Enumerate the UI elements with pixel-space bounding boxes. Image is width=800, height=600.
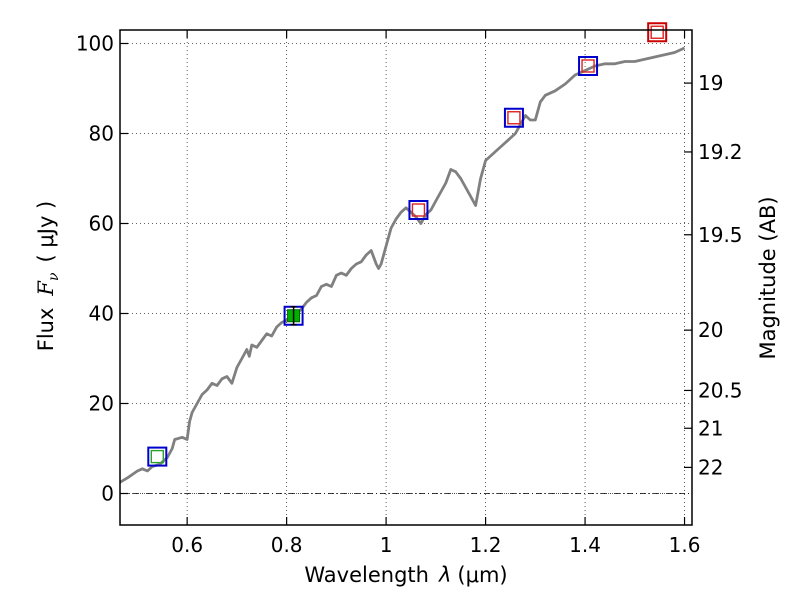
y-tick-label: 100 (76, 32, 114, 56)
photometry-box (408, 200, 429, 220)
photometry-point (647, 22, 668, 43)
photometry-box (578, 56, 599, 76)
x-tick-label: 1.2 (470, 533, 502, 557)
photometry-box (503, 107, 524, 128)
y-tick-label: 0 (101, 482, 114, 506)
y2-axis-title: Magnitude (AB) (756, 196, 780, 359)
x-tick-label: 1.6 (669, 533, 701, 557)
x-tick-label: 1 (380, 533, 393, 557)
model-flux-marker (411, 203, 426, 217)
model-flux-marker (650, 25, 664, 39)
x-axis-title: Wavelength λ (μm) (304, 563, 507, 587)
model-flux-marker (581, 59, 595, 73)
y-tick-label: 80 (89, 122, 114, 146)
spectrum-line (119, 46, 686, 484)
y2-tick-label: 20.5 (698, 378, 743, 402)
y2-tick-label: 21 (698, 416, 723, 440)
x-tick-label: 0.8 (271, 533, 303, 557)
photometry-box (647, 22, 668, 43)
photometry-point (147, 446, 168, 467)
y2-tick-label: 19.5 (698, 223, 743, 247)
axis-ticks (120, 30, 692, 525)
photometry-point (578, 56, 599, 76)
x-tick-label: 1.4 (569, 533, 601, 557)
grid (120, 30, 692, 525)
y2-tick-label: 19 (698, 71, 723, 95)
y2-tick-label: 20 (698, 318, 723, 342)
y2-tick-label: 19.2 (698, 140, 743, 164)
photometry-point (408, 200, 429, 220)
y-tick-label: 60 (89, 212, 114, 236)
model-flux-marker (150, 449, 165, 464)
y-tick-label: 20 (89, 392, 114, 416)
plot-frame (119, 29, 693, 526)
photometry-markers (147, 22, 668, 467)
y-axis-title: FluxFν( μJy ) (34, 201, 62, 351)
y2-tick-label: 22 (698, 455, 723, 479)
photometry-box (147, 446, 168, 467)
photometry-point (283, 305, 304, 326)
model-flux-marker (507, 111, 521, 125)
y-tick-label: 40 (89, 302, 114, 326)
photometry-point (503, 107, 524, 128)
x-tick-label: 0.6 (171, 533, 203, 557)
